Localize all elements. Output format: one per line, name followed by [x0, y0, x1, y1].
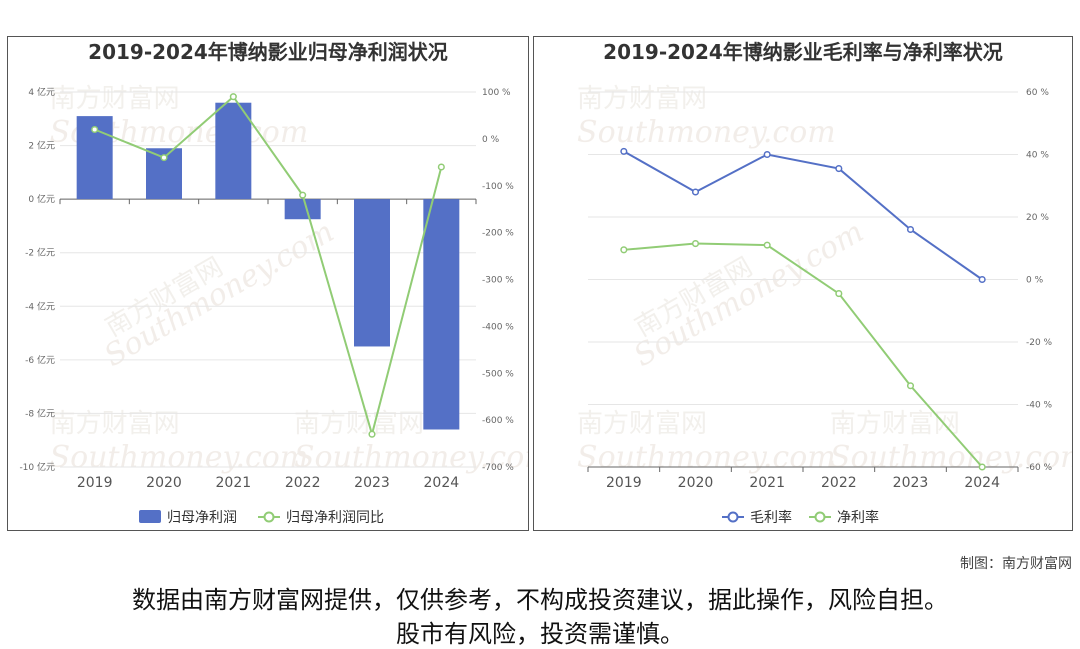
legend-bar-label: 归母净利润	[167, 509, 237, 526]
y-left-tick-label: -8 亿元	[25, 407, 55, 419]
y-right-tick-label: -600 %	[482, 416, 514, 426]
series-1-point-2020	[691, 240, 700, 248]
yoy-point-2022	[299, 191, 307, 199]
bar-2023	[354, 199, 390, 347]
series-1-point-2019	[620, 246, 628, 254]
series-0-point-2022	[835, 165, 843, 173]
y-right-tick-label: -100 %	[482, 182, 514, 192]
watermark-cn: 南方财富网	[577, 409, 707, 439]
y-right-tick-label: -40 %	[1026, 401, 1053, 411]
watermark-en: Southmoney.com	[577, 440, 836, 475]
series-0-point-2021	[763, 150, 771, 159]
y-right-tick-label: 20 %	[1026, 213, 1049, 223]
legend-label-1: 净利率	[837, 509, 879, 526]
bar-2024	[423, 199, 460, 430]
yoy-point-2019	[91, 125, 99, 134]
series-0-point-2019	[620, 147, 628, 155]
margin-chart-panel: 南方财富网 Southmoney.com 南方财富网 Southmoney.com 南方…	[533, 36, 1073, 531]
x-tick-label: 2020	[678, 475, 714, 491]
legend-line-label: 归母净利润同比	[286, 509, 384, 526]
x-tick-label: 2023	[893, 475, 929, 491]
yoy-line	[94, 95, 443, 438]
x-tick-label: 2024	[424, 475, 460, 491]
watermark-cn: 南方财富网	[577, 84, 707, 114]
y-left-tick-label: 0 亿元	[28, 193, 55, 205]
yoy-point-2024	[437, 163, 445, 171]
watermark-en: Southmoney.com	[294, 440, 528, 475]
watermark-cn: 南方财富网	[50, 84, 180, 114]
y-right-tick-label: -20 %	[1026, 338, 1053, 348]
legend-marker-0	[727, 511, 739, 523]
y-left-tick-label: -4 亿元	[25, 300, 55, 312]
y-right-tick-label: 100 %	[482, 88, 511, 98]
bar-2022	[284, 199, 321, 220]
x-tick-label: 2021	[749, 475, 785, 491]
net-profit-chart: 南方财富网Southmoney.com南方财富网Southmoney.com南方…	[19, 40, 528, 526]
y-left-tick-label: 2 亿元	[28, 140, 55, 152]
disclaimer-line-1: 数据由南方财富网提供，仅供参考，不构成投资建议，据此操作，风险自担。	[132, 586, 948, 614]
margin-chart: 南方财富网Southmoney.com南方财富网Southmoney.com南方…	[577, 40, 1072, 526]
watermark-en: Southmoney.com	[577, 115, 836, 150]
bar-2021	[215, 102, 252, 200]
y-right-tick-label: 60 %	[1026, 88, 1049, 98]
watermark-cn: 南方财富网	[294, 409, 424, 439]
series-1-point-2021	[763, 241, 771, 249]
y-right-tick-label: 40 %	[1026, 151, 1049, 161]
y-left-tick-label: -2 亿元	[25, 247, 55, 259]
y-right-tick-label: 0 %	[1026, 276, 1044, 286]
x-tick-label: 2021	[216, 475, 252, 491]
y-right-tick-label: 0 %	[482, 135, 500, 145]
series-0-point-2024	[978, 275, 986, 284]
y-left-tick-label: 4 亿元	[28, 86, 55, 98]
watermark-en: Southmoney.com	[830, 440, 1072, 475]
series-1-point-2022	[835, 290, 843, 298]
y-right-tick-label: -300 %	[482, 276, 514, 286]
yoy-point-2021	[229, 93, 237, 101]
watermark-en: Southmoney.com	[628, 214, 870, 374]
x-tick-label: 2019	[77, 475, 113, 491]
chart-title: 2019-2024年博纳影业毛利率与净利率状况	[603, 40, 1003, 64]
y-right-tick-label: -500 %	[482, 369, 514, 379]
y-left-tick-label: -6 亿元	[25, 354, 55, 366]
x-tick-label: 2022	[821, 475, 857, 491]
y-right-tick-label: -200 %	[482, 229, 514, 239]
series-0-point-2020	[691, 188, 700, 196]
chart-title: 2019-2024年博纳影业归母净利润状况	[88, 40, 448, 64]
y-left-tick-label: -10 亿元	[19, 461, 55, 473]
series-0-point-2023	[906, 225, 915, 234]
legend-label-0: 毛利率	[750, 509, 792, 526]
x-tick-label: 2019	[606, 475, 642, 491]
series-line-0	[623, 150, 983, 281]
chart-credit: 制图：南方财富网	[960, 556, 1072, 572]
yoy-point-2023	[368, 430, 376, 438]
x-tick-label: 2024	[964, 475, 1000, 491]
legend-line-marker	[263, 511, 275, 523]
disclaimer-line-2: 股市有风险，投资需谨慎。	[396, 620, 684, 648]
x-tick-label: 2023	[354, 475, 390, 491]
legend-marker-1	[814, 511, 826, 523]
watermark-cn: 南方财富网	[830, 409, 960, 439]
net-profit-chart-panel: 南方财富网 Southmoney.com 南方财富网 Southmoney.com 南方…	[7, 36, 529, 531]
series-line-1	[623, 242, 983, 468]
y-right-tick-label: -60 %	[1026, 463, 1053, 473]
y-right-tick-label: -400 %	[482, 322, 514, 332]
watermark-en: Southmoney.com	[50, 440, 309, 475]
legend-bar-swatch	[139, 510, 161, 523]
watermark-cn: 南方财富网	[50, 409, 180, 439]
series-1-point-2023	[906, 382, 915, 390]
x-tick-label: 2020	[146, 475, 182, 491]
series-1-point-2024	[978, 463, 986, 471]
yoy-point-2020	[160, 154, 168, 162]
x-tick-label: 2022	[285, 475, 321, 491]
watermark-en: Southmoney.com	[99, 214, 341, 374]
y-right-tick-label: -700 %	[482, 463, 514, 473]
